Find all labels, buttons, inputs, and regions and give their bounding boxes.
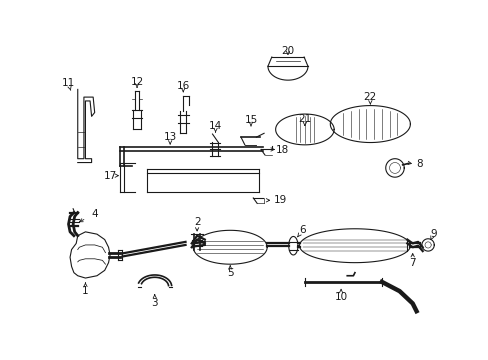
Text: 13: 13 [163,132,176,142]
Text: 19: 19 [273,195,286,205]
Text: 14: 14 [208,121,222,131]
Text: 11: 11 [62,78,75,88]
Text: 21: 21 [298,114,311,123]
Text: 7: 7 [408,258,415,267]
Text: 20: 20 [281,46,294,56]
Text: 18: 18 [275,145,288,155]
Text: 12: 12 [130,77,143,87]
Text: 3: 3 [151,298,158,309]
Text: 10: 10 [334,292,347,302]
Text: 17: 17 [104,171,117,181]
Text: 2: 2 [193,217,200,227]
Text: 15: 15 [244,115,257,125]
Text: 22: 22 [363,92,376,102]
Text: 4: 4 [91,209,98,219]
Text: 8: 8 [415,159,422,169]
Text: 16: 16 [176,81,189,91]
Text: 1: 1 [82,286,89,296]
Text: 5: 5 [226,267,233,278]
Text: 9: 9 [429,229,436,239]
Text: 6: 6 [299,225,305,235]
